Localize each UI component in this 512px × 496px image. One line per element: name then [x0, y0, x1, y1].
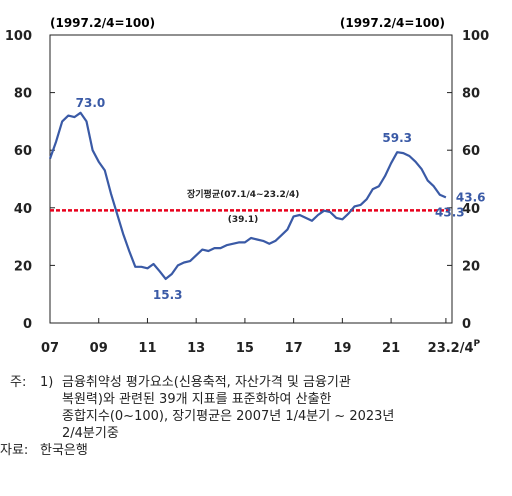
x-tick-label: 11 — [138, 341, 156, 356]
note-text-line-4: 2/4분기중 — [62, 426, 119, 441]
line-chart: (1997.2/4=100) (1997.2/4=100) 0 20 40 60 80 1… — [5, 16, 489, 356]
x-tick-label: 21 — [382, 341, 400, 356]
y-tick-label-left: 80 — [14, 87, 32, 102]
data-label: 15.3 — [153, 288, 183, 302]
data-label: 59.3 — [382, 131, 412, 145]
x-axis: 07 09 11 13 15 17 19 21 23.2/4P — [41, 318, 481, 356]
average-label: 장기평균(07.1/4~23.2/4) — [187, 188, 299, 200]
y-tick-label-right: 100 — [462, 29, 489, 44]
source-text: 한국은행 — [40, 443, 88, 458]
x-tick-label: 09 — [90, 341, 108, 356]
y-tick-label-left: 60 — [14, 144, 32, 159]
note-row: 복원력)와 관련된 39개 지표를 표준화하여 산출한 — [10, 391, 510, 408]
data-label: 73.0 — [76, 96, 106, 110]
x-tick-label: 07 — [41, 341, 59, 356]
x-tick-label: 13 — [187, 341, 205, 356]
x-tick-label: 17 — [285, 341, 303, 356]
right-y-axis: 0 20 40 60 80 100 — [447, 29, 489, 332]
x-tick-label: 23.2/4P — [428, 339, 481, 356]
note-number: 1) — [40, 375, 54, 390]
y-tick-label-right: 40 — [462, 202, 480, 217]
plot-frame — [49, 34, 453, 324]
left-unit-label: (1997.2/4=100) — [50, 16, 155, 30]
chart-notes: 주: 1) 금융취약성 평가요소(신용축적, 자산가격 및 금융기관 복원력)와… — [0, 374, 510, 459]
y-tick-label-right: 0 — [462, 317, 471, 332]
note-row: 주: 1) 금융취약성 평가요소(신용축적, 자산가격 및 금융기관 — [10, 374, 510, 391]
right-unit-label: (1997.2/4=100) — [340, 16, 445, 30]
note-text-line-3: 종합지수(0~100), 장기평균은 2007년 1/4분기 ~ 2023년 — [62, 409, 395, 424]
data-annotations: 73.0 15.3 59.3 43.643.3 — [76, 96, 486, 302]
series-line — [48, 111, 447, 280]
average-value-label: (39.1) — [228, 215, 258, 225]
source-label: 자료: — [0, 443, 29, 458]
note-text-line-1: 금융취약성 평가요소(신용축적, 자산가격 및 금융기관 — [62, 375, 351, 390]
data-label: 43.6 — [456, 190, 486, 204]
y-tick-label-left: 0 — [23, 317, 32, 332]
note-text-line-2: 복원력)와 관련된 39개 지표를 표준화하여 산출한 — [62, 392, 332, 407]
source-row: 자료: 한국은행 — [0, 442, 510, 459]
left-y-axis: 0 20 40 60 80 100 — [5, 29, 55, 332]
y-tick-label-right: 60 — [462, 144, 480, 159]
note-row: 2/4분기중 — [10, 425, 510, 442]
x-tick-superscript: P — [474, 339, 481, 349]
data-label: 43.3 — [435, 205, 465, 219]
y-tick-label-left: 40 — [14, 202, 32, 217]
note-row: 종합지수(0~100), 장기평균은 2007년 1/4분기 ~ 2023년 — [10, 408, 510, 425]
x-tick-label: 19 — [333, 341, 351, 356]
y-tick-label-right: 20 — [462, 259, 480, 274]
note-label: 주: — [10, 375, 27, 390]
y-tick-label-left: 100 — [5, 29, 32, 44]
y-tick-label-left: 20 — [14, 259, 32, 274]
x-tick-label: 15 — [236, 341, 254, 356]
y-tick-label-right: 80 — [462, 87, 480, 102]
